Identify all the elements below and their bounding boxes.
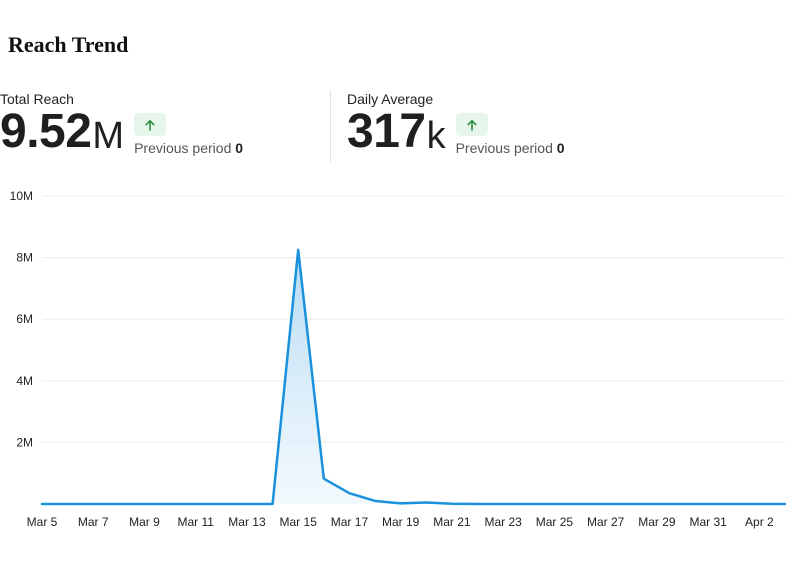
x-tick-label: Mar 7 [78, 515, 109, 529]
x-tick-label: Mar 13 [228, 515, 266, 529]
chart-title: Reach Trend [8, 32, 129, 57]
x-tick-label: Mar 15 [280, 515, 318, 529]
previous-period-label: Previous period [134, 140, 232, 156]
x-axis: Mar 5 Mar 7 Mar 9 Mar 11 Mar 13 Mar 15 Mar 17 M… [27, 515, 774, 529]
x-tick-label: Mar 5 [27, 515, 58, 529]
y-tick-label: 4M [16, 374, 33, 388]
previous-period: Previous period 0 [134, 140, 243, 156]
series-line [40, 248, 787, 506]
x-tick-label: Mar 17 [331, 515, 369, 529]
x-tick-label: Mar 27 [587, 515, 625, 529]
trend-badge [455, 113, 488, 136]
x-tick-label: Mar 29 [638, 515, 676, 529]
previous-period-value: 0 [235, 140, 244, 156]
x-tick-label: Mar 19 [382, 515, 420, 529]
y-tick-label: 6M [16, 312, 33, 326]
x-tick-label: Mar 9 [129, 515, 160, 529]
x-tick-label: Mar 23 [484, 515, 522, 529]
previous-period-value: 0 [556, 140, 565, 156]
y-tick-label: 10M [10, 189, 33, 203]
kpi-unit: M [92, 115, 125, 157]
x-tick-label: Apr 2 [745, 515, 774, 529]
x-tick-label: Mar 11 [177, 515, 214, 529]
y-axis: 2M 4M 6M 8M 10M [10, 189, 33, 449]
kpi-label: Daily Average [347, 91, 434, 107]
arrow-up-icon [145, 119, 155, 131]
previous-period-label: Previous period [455, 140, 553, 156]
x-tick-label: Mar 31 [689, 515, 727, 529]
kpi-total-reach: Total Reach 9.52 M Previous period 0 [0, 91, 243, 156]
kpi-value: 9.52 [0, 105, 92, 158]
kpi-daily-average: Daily Average 317 k Previous period 0 [347, 91, 565, 156]
arrow-up-icon [467, 119, 477, 131]
gridlines [42, 195, 785, 443]
series-reach [40, 248, 787, 506]
series-area [42, 249, 785, 504]
kpi-value: 317 [347, 105, 426, 158]
x-tick-label: Mar 25 [536, 515, 574, 529]
kpi-divider [330, 90, 331, 162]
y-tick-label: 2M [16, 435, 33, 449]
previous-period: Previous period 0 [456, 140, 565, 156]
trend-badge [134, 113, 167, 136]
x-tick-label: Mar 21 [433, 515, 471, 529]
kpi-label: Total Reach [0, 91, 74, 107]
y-tick-label: 8M [16, 251, 33, 265]
kpi-unit: k [426, 115, 446, 157]
